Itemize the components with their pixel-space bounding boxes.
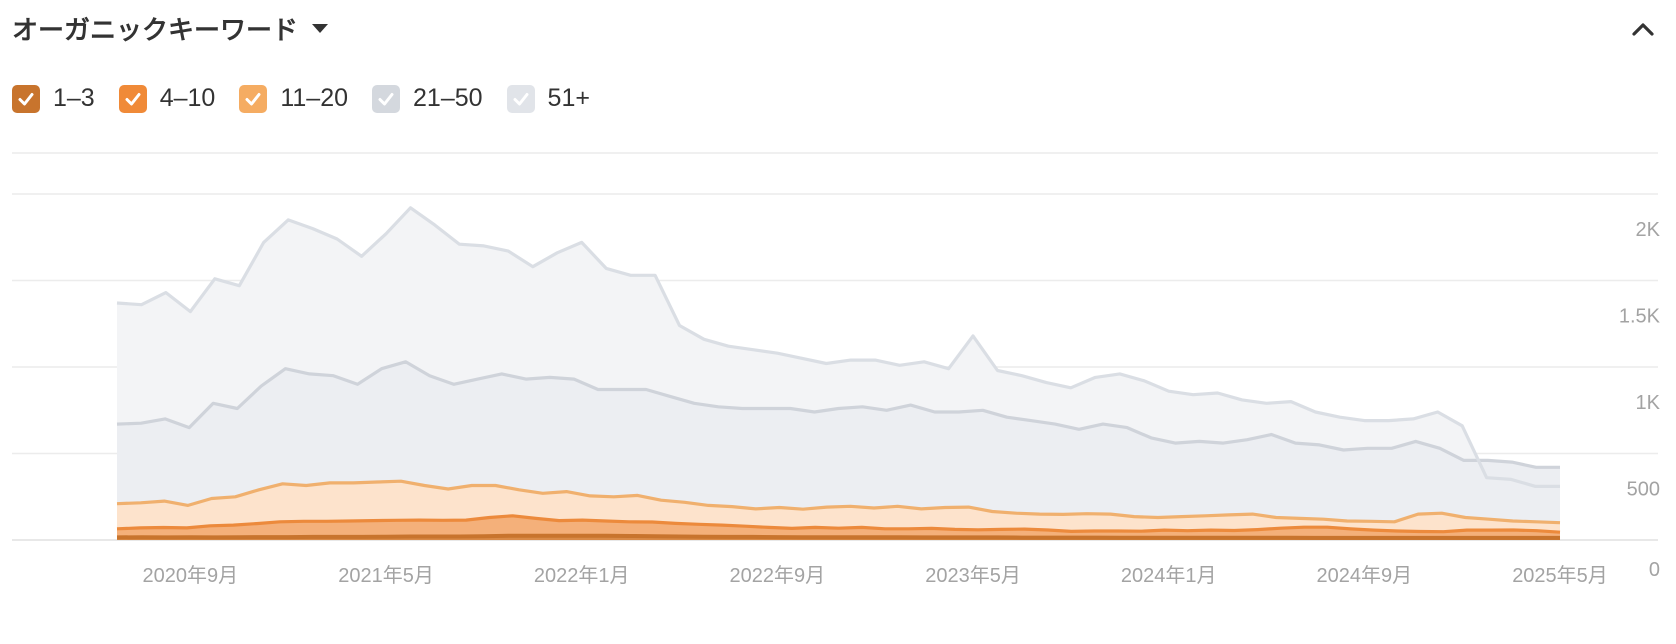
x-tick-label: 2020年9月 <box>143 564 239 587</box>
header: オーガニックキーワード <box>12 6 329 50</box>
x-tick-label: 2023年5月 <box>925 564 1021 587</box>
legend: 1–3 4–10 11–20 21–50 51+ <box>12 84 614 113</box>
legend-checkbox-0[interactable] <box>12 84 40 113</box>
line-series-3 <box>116 360 1560 469</box>
check-icon <box>378 92 394 105</box>
y-tick-label: 2K <box>1636 219 1661 241</box>
legend-item[interactable]: 11–20 <box>239 84 348 113</box>
line-series-2 <box>116 479 1561 525</box>
x-tick-label: 2022年9月 <box>730 564 826 587</box>
check-icon <box>245 92 261 105</box>
page-title: オーガニックキーワード <box>12 15 299 46</box>
x-tick-label: 2022年1月 <box>534 564 630 587</box>
x-tick-label: 2021年5月 <box>338 564 434 587</box>
legend-label: 11–20 <box>280 84 349 112</box>
collapse-chevron-up-icon[interactable] <box>1628 14 1658 44</box>
area-series-1 <box>117 515 1560 538</box>
legend-checkbox-3[interactable] <box>372 84 401 113</box>
check-icon <box>125 92 141 105</box>
line-series-4 <box>116 206 1560 488</box>
legend-checkbox-4[interactable] <box>506 84 535 113</box>
legend-item[interactable]: 1–3 <box>12 84 95 113</box>
legend-item[interactable]: 51+ <box>506 84 590 113</box>
y-tick-label: 1K <box>1636 392 1661 414</box>
chart: 0 500 1K 1.5K 2K 2020年9月 2021年5月 2022年1月 2022年9月… <box>12 152 1661 587</box>
legend-item[interactable]: 21–50 <box>372 84 483 113</box>
x-tick-label: 2024年9月 <box>1317 564 1413 587</box>
legend-label: 1–3 <box>53 84 95 112</box>
y-tick-label: 0 <box>1649 559 1660 581</box>
check-icon <box>513 92 529 105</box>
legend-label: 21–50 <box>413 84 483 112</box>
legend-label: 51+ <box>547 84 590 112</box>
legend-item[interactable]: 4–10 <box>118 84 216 113</box>
x-tick-label: 2025年5月 <box>1512 564 1608 587</box>
line-series-0 <box>116 533 1560 540</box>
legend-checkbox-2[interactable] <box>239 84 268 113</box>
title-dropdown-caret-icon[interactable] <box>312 23 329 33</box>
y-tick-label: 500 <box>1627 479 1660 501</box>
x-tick-label: 2024年1月 <box>1121 564 1217 587</box>
area-series-4 <box>117 207 1560 487</box>
y-tick-label: 1.5K <box>1619 306 1661 328</box>
line-series-1 <box>116 514 1561 534</box>
area-series-3 <box>117 361 1560 523</box>
check-icon <box>18 92 34 105</box>
legend-checkbox-1[interactable] <box>118 84 147 113</box>
legend-label: 4–10 <box>159 84 216 112</box>
